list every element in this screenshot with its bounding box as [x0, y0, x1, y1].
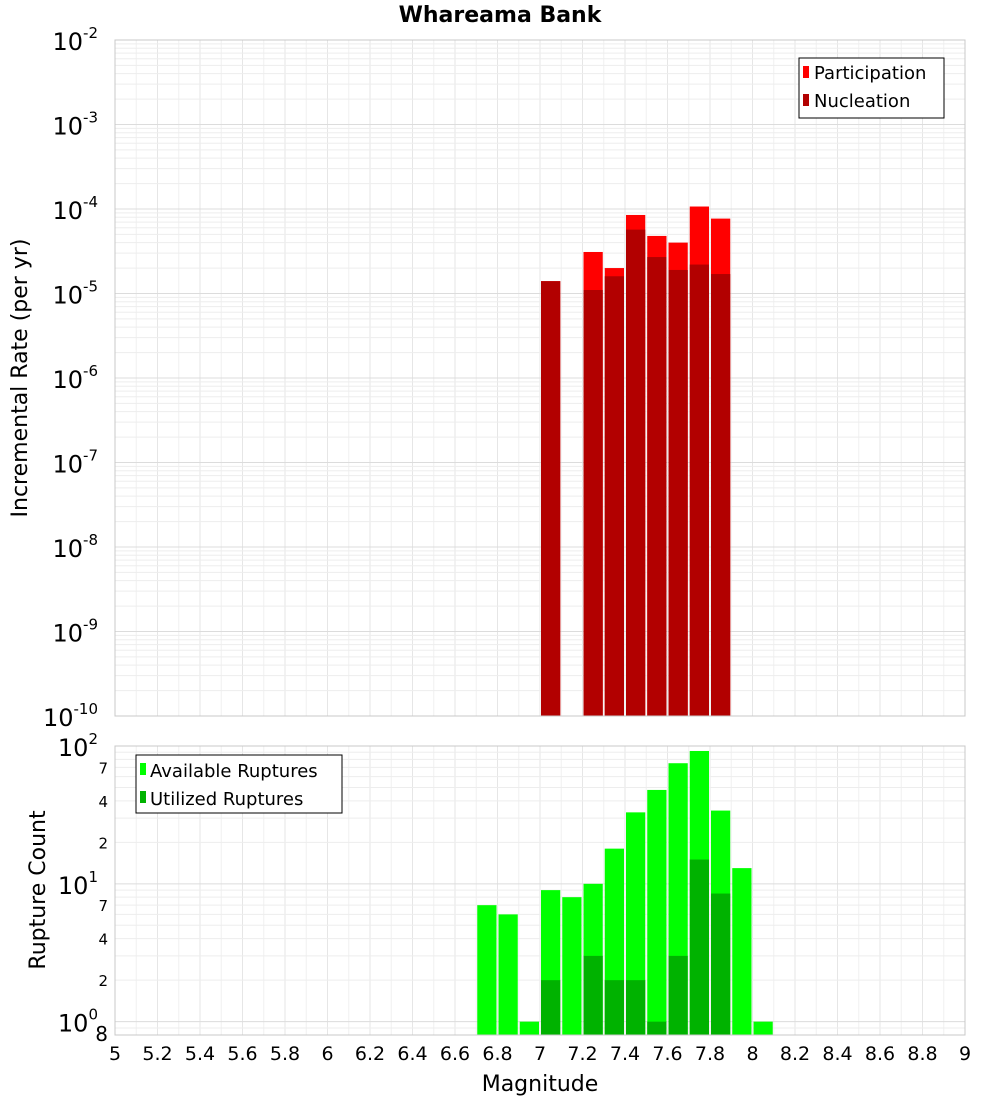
x-tick-label: 5: [109, 1043, 121, 1065]
utilized-ruptures-bar: [711, 893, 731, 1035]
nucleation-bar: [711, 274, 731, 716]
available-ruptures-bar: [562, 897, 582, 1035]
count-y-minor-tick-label: 4: [98, 931, 108, 949]
legend-label-utilized: Utilized Ruptures: [150, 789, 303, 810]
count-legend: Available Ruptures Utilized Ruptures: [135, 754, 343, 814]
nucleation-bar: [668, 269, 688, 716]
available-ruptures-bar: [498, 914, 518, 1035]
legend-swatch-utilized: [140, 791, 146, 803]
rate-y-tick-label: 10-5: [52, 278, 98, 310]
rate-y-tick-label: 10-6: [52, 362, 98, 394]
nucleation-bar: [626, 229, 646, 716]
x-tick-label: 6.8: [482, 1043, 512, 1065]
available-ruptures-bar: [647, 789, 667, 1035]
utilized-ruptures-bar: [604, 980, 624, 1035]
rate-grid: [114, 40, 966, 717]
count-y-tick-label: 101: [58, 868, 98, 900]
nucleation-bar: [604, 276, 624, 716]
count-plot-border: [114, 745, 966, 1036]
legend-label-participation: Participation: [814, 63, 926, 84]
legend-swatch-nucleation: [803, 94, 809, 106]
x-tick-label: 6: [321, 1043, 333, 1065]
rate-y-tick-label: 10-9: [52, 616, 98, 648]
count-y-minor-tick-label: 7: [98, 759, 108, 777]
legend-label-available: Available Ruptures: [150, 761, 318, 782]
count-y-minor-tick-label: 4: [98, 793, 108, 811]
rate-y-tick-label: 10-2: [52, 24, 98, 56]
x-tick-label: 9: [959, 1043, 971, 1065]
available-ruptures-bar: [753, 1021, 773, 1035]
rate-y-tick-label: 10-3: [52, 109, 98, 141]
utilized-ruptures-bar: [647, 1021, 667, 1035]
chart-title: Whareama Bank: [399, 3, 603, 28]
count-y-tick-label: 102: [58, 730, 98, 762]
rate-y-tick-label: 10-4: [52, 193, 98, 225]
utilized-ruptures-bar: [689, 859, 709, 1035]
count-y-ticks: 100 101 102 8 2 4 7 2 4 7: [58, 730, 108, 1046]
utilized-ruptures-bar: [541, 980, 561, 1035]
nucleation-bar: [583, 290, 603, 716]
x-tick-label: 7.6: [652, 1043, 682, 1065]
rate-y-tick-label: 10-8: [52, 531, 98, 563]
count-y-minor-tick-label: 8: [95, 1022, 108, 1046]
x-tick-label: 7: [534, 1043, 546, 1065]
legend-swatch-available: [140, 763, 146, 775]
available-ruptures-bar: [477, 905, 497, 1035]
x-tick-label: 8.6: [865, 1043, 895, 1065]
rate-y-ticks: 10-10 10-9 10-8 10-7 10-6 10-5 10-4 10-3 10-2: [43, 24, 98, 732]
x-tick-label: 5.8: [270, 1043, 300, 1065]
x-tick-label: 7.2: [567, 1043, 597, 1065]
x-tick-label: 7.4: [610, 1043, 640, 1065]
count-bars: [477, 750, 773, 1035]
utilized-ruptures-bar: [668, 955, 688, 1035]
rate-panel: 10-10 10-9 10-8 10-7 10-6 10-5 10-4 10-3 10-2 In…: [8, 24, 966, 732]
rate-legend: Participation Nucleation: [798, 57, 945, 119]
rate-bars: [541, 206, 731, 717]
legend-label-nucleation: Nucleation: [814, 91, 910, 112]
rate-plot-border: [114, 39, 966, 717]
legend-swatch-participation: [803, 66, 809, 78]
x-tick-label: 8.8: [907, 1043, 937, 1065]
x-axis-label: Magnitude: [482, 1072, 599, 1097]
count-y-minor-tick-label: 2: [98, 834, 108, 852]
count-y-tick-label: 100: [58, 1006, 98, 1038]
nucleation-bar: [689, 264, 709, 716]
utilized-ruptures-bar: [583, 955, 603, 1035]
x-tick-label: 6.4: [397, 1043, 427, 1065]
available-ruptures-bar: [519, 1021, 539, 1035]
x-tick-label: 5.6: [227, 1043, 257, 1065]
x-tick-label: 8.2: [780, 1043, 810, 1065]
utilized-ruptures-bar: [626, 980, 646, 1035]
available-ruptures-bar: [732, 868, 752, 1035]
x-tick-label: 7.8: [695, 1043, 725, 1065]
count-panel: 100 101 102 8 2 4 7 2 4 7 5 5.2 5.4 5.6 5.8 6 6.2 6.4 6.6…: [26, 730, 971, 1097]
rate-y-tick-label: 10-7: [52, 447, 98, 479]
nucleation-bar: [647, 257, 667, 716]
count-y-axis-label: Rupture Count: [26, 810, 51, 970]
x-tick-label: 6.6: [440, 1043, 470, 1065]
x-tick-label: 8.4: [822, 1043, 852, 1065]
rate-y-tick-label: 10-10: [43, 700, 98, 732]
x-tick-label: 5.4: [185, 1043, 215, 1065]
x-tick-label: 8: [746, 1043, 758, 1065]
nucleation-bar: [541, 281, 561, 716]
available-ruptures-bar: [626, 812, 646, 1035]
rate-y-axis-label: Incremental Rate (per yr): [8, 239, 33, 518]
x-tick-labels: 5 5.2 5.4 5.6 5.8 6 6.2 6.4 6.6 6.8 7 7.2 7.4 7.6 7.8 8…: [109, 1043, 971, 1065]
count-y-minor-tick-label: 2: [98, 972, 108, 990]
count-y-minor-tick-label: 7: [98, 897, 108, 915]
x-tick-label: 5.2: [142, 1043, 172, 1065]
x-tick-label: 6.2: [355, 1043, 385, 1065]
